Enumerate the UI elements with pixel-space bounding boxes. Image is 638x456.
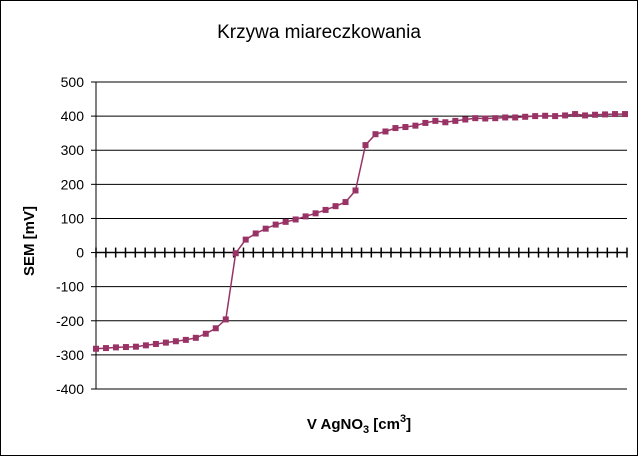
y-tick-label: 500 <box>61 74 85 90</box>
y-tick-label: -400 <box>56 381 84 397</box>
data-point <box>382 128 389 135</box>
data-point <box>362 142 369 149</box>
data-point <box>532 113 539 120</box>
data-point <box>402 124 409 131</box>
data-point <box>452 117 459 124</box>
y-tick-label: 100 <box>61 210 85 226</box>
x-axis-at-zero <box>95 247 628 258</box>
data-point <box>232 250 239 257</box>
data-point <box>352 187 359 194</box>
data-point <box>272 221 279 228</box>
data-point <box>212 325 219 332</box>
y-tick-label: 300 <box>61 142 85 158</box>
data-point <box>502 114 509 121</box>
data-point <box>122 344 129 351</box>
series-line <box>95 113 625 350</box>
data-point <box>312 210 319 217</box>
data-point <box>392 125 399 132</box>
data-point <box>282 218 289 225</box>
data-point <box>512 114 519 121</box>
y-axis-tick-labels: 500 400 300 200 100 0 -100 -200 -300 -400 <box>56 74 84 397</box>
data-point <box>93 345 99 352</box>
data-point <box>432 117 439 124</box>
data-point <box>292 216 299 223</box>
data-point <box>322 206 329 213</box>
data-point <box>572 111 579 118</box>
data-point <box>152 340 159 347</box>
data-point <box>522 113 529 120</box>
data-point <box>102 345 109 352</box>
data-point <box>302 213 309 220</box>
y-tick-label: 400 <box>61 108 85 124</box>
y-tick-label: -100 <box>56 279 84 295</box>
data-point <box>582 112 589 119</box>
y-axis-title: SEM [mV] <box>21 206 38 276</box>
data-point <box>372 131 379 138</box>
x-axis-title: V AgNO3 [cm3] <box>307 413 411 436</box>
data-point <box>622 111 628 118</box>
data-point <box>332 203 339 210</box>
data-point <box>612 111 619 118</box>
y-tick-label: -300 <box>56 347 84 363</box>
data-point <box>182 336 189 343</box>
data-point <box>472 115 479 122</box>
data-point <box>342 199 349 206</box>
data-point <box>222 316 229 323</box>
data-point <box>552 113 559 120</box>
y-tick-label: 0 <box>76 245 84 261</box>
y-tick-label: 200 <box>61 176 85 192</box>
data-point <box>462 116 469 123</box>
data-point <box>542 112 549 119</box>
data-point <box>142 342 149 349</box>
data-point <box>172 338 179 345</box>
data-point <box>192 334 199 341</box>
data-point <box>242 236 249 243</box>
data-point <box>602 111 609 118</box>
gridlines <box>91 81 627 390</box>
y-tick-label: -200 <box>56 313 84 329</box>
data-point <box>112 344 119 351</box>
series-data <box>93 111 628 352</box>
data-point <box>562 112 569 119</box>
data-point <box>132 343 139 350</box>
data-point <box>422 119 429 126</box>
data-point <box>262 225 269 232</box>
data-point <box>442 119 449 126</box>
data-point <box>492 115 499 122</box>
data-point <box>252 230 259 237</box>
data-point <box>412 122 419 129</box>
data-point <box>162 339 169 346</box>
data-point <box>482 115 489 122</box>
data-point <box>592 111 599 118</box>
data-point <box>202 330 209 337</box>
chart-title: Krzywa miareczkowania <box>217 22 421 43</box>
